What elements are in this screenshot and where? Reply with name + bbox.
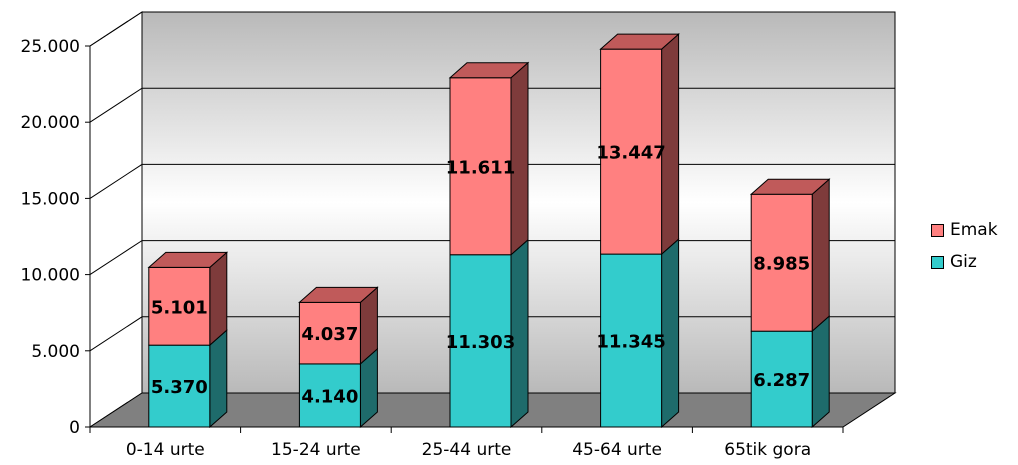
legend-item-emak: Emak: [931, 219, 998, 241]
y-tick-label: 0: [69, 418, 80, 438]
bar-emak: [750, 193, 813, 332]
data-label-giz: 5.370: [151, 377, 208, 398]
bar-stack: 4.140 4.037: [298, 286, 379, 429]
x-tick-label: 0-14 urte: [126, 440, 205, 460]
bar-side-giz: [209, 329, 228, 429]
data-label-giz: 4.140: [301, 386, 358, 407]
bar-side-giz: [811, 315, 830, 429]
bar-emak: [298, 301, 361, 365]
x-tick-label: 15-24 urte: [271, 440, 361, 460]
bar-side-emak: [209, 251, 228, 347]
bar-side-emak: [811, 178, 830, 333]
side-wall: [89, 11, 143, 428]
y-axis: 0 5.000 10.000 15.000 20.000 25.000: [21, 37, 91, 438]
y-tick-label: 25.000: [21, 37, 80, 57]
y-tick-label: 10.000: [21, 266, 80, 286]
legend: Emak Giz: [925, 213, 1015, 283]
bar-stack: 6.287 8.985: [749, 178, 831, 429]
bar-top-emak: [448, 62, 530, 79]
bar-stack: 11.303 11.611: [446, 61, 530, 429]
bar-giz: [600, 253, 663, 428]
data-label-emak: 5.101: [151, 297, 208, 318]
bar-giz: [148, 344, 211, 428]
legend-label-giz: Giz: [950, 252, 977, 272]
legend-swatch-emak: [931, 223, 944, 237]
x-tick-label: 65tik gora: [724, 440, 811, 460]
data-label-emak: 8.985: [753, 254, 810, 275]
bar-top-emak: [147, 251, 229, 268]
data-label-giz: 11.303: [446, 332, 515, 353]
y-tick-label: 15.000: [21, 189, 80, 209]
legend-item-giz: Giz: [931, 251, 977, 273]
bar-top-emak: [749, 178, 831, 195]
data-label-emak: 11.611: [446, 157, 515, 178]
data-label-emak: 4.037: [301, 324, 358, 345]
bar-stack: 5.370 5.101: [147, 251, 229, 429]
data-label-emak: 13.447: [596, 143, 665, 164]
x-axis: 0-14 urte 15-24 urte 25-44 urte 45-64 urte 6…: [89, 426, 844, 460]
bar-top-emak: [298, 286, 379, 303]
bar-stack: 11.345 13.447: [596, 33, 680, 429]
bars: 5.370 5.101 4.140 4.037 11.303 11.611 11.345 13…: [147, 33, 831, 429]
bar-giz: [449, 254, 512, 428]
y-tick-label: 20.000: [21, 113, 80, 133]
data-label-giz: 11.345: [596, 332, 665, 353]
legend-swatch-giz: [931, 255, 944, 269]
bar-top-emak: [599, 33, 680, 50]
x-tick-label: 25-44 urte: [422, 440, 512, 460]
gridline: [89, 11, 895, 47]
bar-emak: [148, 266, 211, 346]
bar-giz: [298, 363, 361, 428]
data-label-giz: 6.287: [753, 370, 810, 391]
y-tick-label: 5.000: [31, 342, 80, 362]
bar-giz: [750, 330, 813, 428]
x-tick-label: 45-64 urte: [572, 440, 662, 460]
bar-emak: [600, 48, 663, 255]
legend-label-emak: Emak: [950, 220, 998, 240]
